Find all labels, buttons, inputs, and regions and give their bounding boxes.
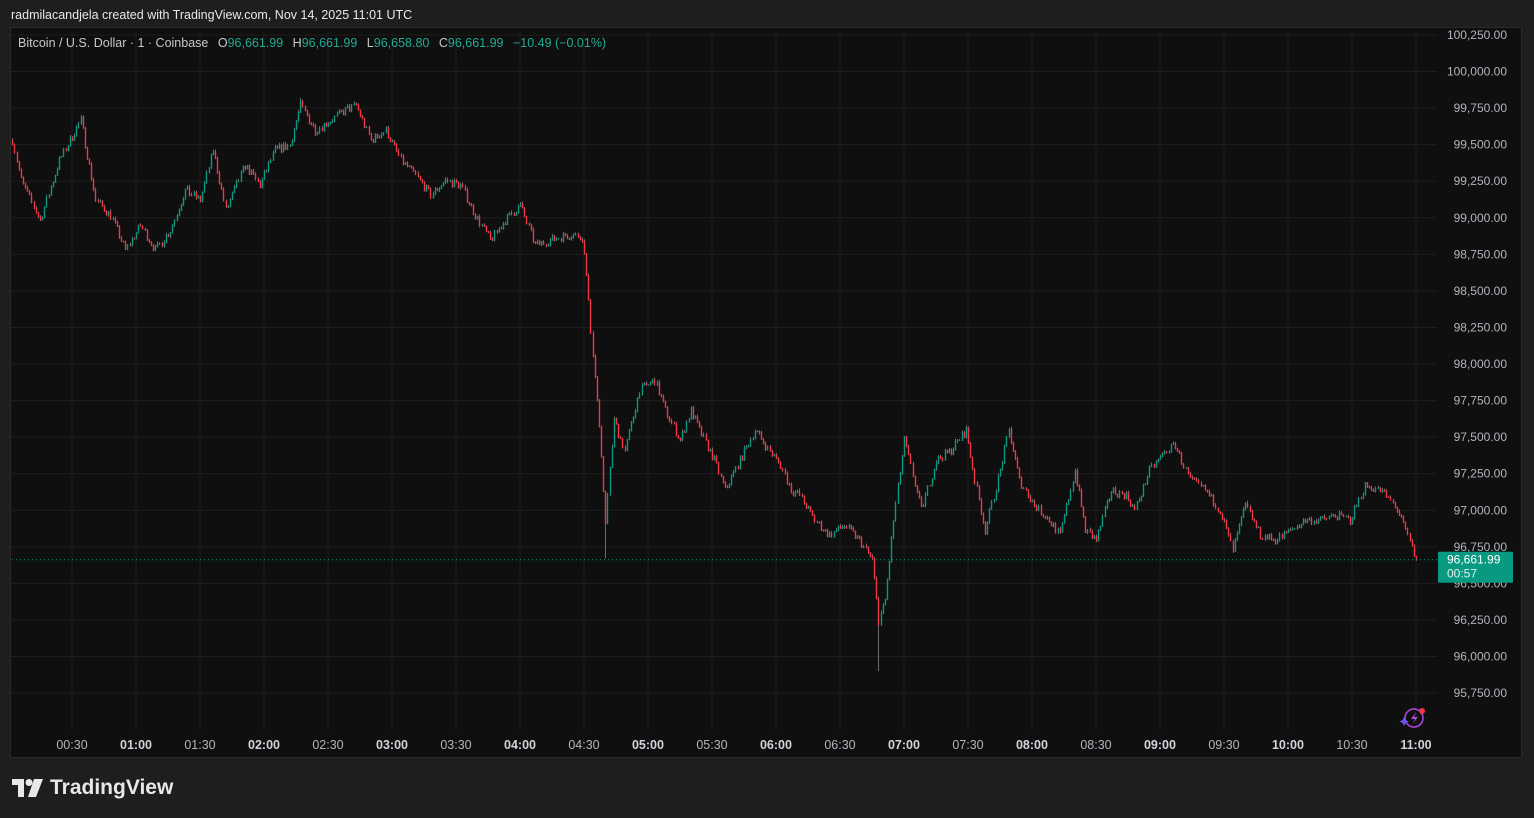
time-tick-label: 10:00 [1272,738,1304,752]
chart-caption: radmilacandjela created with TradingView… [11,8,413,22]
price-tick-label: 99,250.00 [1454,174,1508,188]
chart-legend: Bitcoin / U.S. Dollar · 1 · Coinbase O96… [18,36,606,50]
price-tick-label: 95,750.00 [1454,686,1508,700]
change-value: −10.49 (−0.01%) [512,36,607,50]
price-tick-label: 98,250.00 [1454,320,1508,334]
grid-lines [11,28,1437,730]
price-tick-label: 97,750.00 [1454,394,1508,408]
time-tick-label: 05:00 [632,738,664,752]
time-tick-label: 03:00 [376,738,408,752]
price-tick-label: 97,500.00 [1454,430,1508,444]
price-axis: 100,250.00 100,000.00 99,750.00 99,500.00 99… [1447,28,1507,700]
time-tick-label: 11:00 [1400,738,1431,752]
time-tick-label: 00:30 [56,738,87,752]
time-tick-label: 05:30 [696,738,727,752]
low-label: L [366,36,374,50]
last-price-label: 96,661.99 00:57 [1438,551,1513,583]
time-tick-label: 08:00 [1016,738,1048,752]
high-value: 96,661.99 [301,36,358,50]
open-value: 96,661.99 [227,36,284,50]
time-axis: 00:30 01:00 01:30 02:00 02:30 03:00 03:30 04:00… [56,738,1431,752]
time-tick-label: 10:30 [1336,738,1367,752]
time-tick-label: 07:00 [888,738,920,752]
price-tick-label: 100,250.00 [1447,28,1507,42]
tradingview-logo-icon [12,779,43,797]
price-tick-label: 99,500.00 [1454,138,1508,152]
time-tick-label: 03:30 [440,738,471,752]
price-tick-label: 98,000.00 [1454,357,1508,371]
open-label: O [217,36,228,50]
time-tick-label: 02:00 [248,738,280,752]
close-value: 96,661.99 [447,36,504,50]
price-tick-label: 97,000.00 [1454,503,1508,517]
time-tick-label: 09:30 [1208,738,1239,752]
symbol-name[interactable]: Bitcoin / U.S. Dollar · 1 · Coinbase [18,36,209,50]
time-tick-label: 09:00 [1144,738,1176,752]
candles [11,97,1418,672]
last-price-value: 96,661.99 [1447,553,1501,567]
time-tick-label: 02:30 [312,738,343,752]
countdown: 00:57 [1447,567,1477,581]
price-tick-label: 98,500.00 [1454,284,1508,298]
time-tick-label: 08:30 [1080,738,1111,752]
price-tick-label: 100,000.00 [1447,65,1507,79]
price-tick-label: 97,250.00 [1454,467,1508,481]
close-label: C [438,36,448,50]
tradingview-logo[interactable]: TradingView [12,776,173,800]
brand-name: TradingView [50,776,174,799]
low-value: 96,658.80 [373,36,430,50]
time-tick-label: 07:30 [952,738,983,752]
price-tick-label: 99,750.00 [1454,101,1508,115]
time-tick-label: 01:00 [120,738,152,752]
time-tick-label: 04:30 [568,738,599,752]
chart-pane[interactable] [10,27,1522,758]
price-tick-label: 99,000.00 [1454,211,1508,225]
time-tick-label: 06:30 [824,738,855,752]
time-tick-label: 06:00 [760,738,792,752]
price-tick-label: 96,000.00 [1454,650,1508,664]
price-tick-label: 98,750.00 [1454,247,1508,261]
high-label: H [292,36,302,50]
price-tick-label: 96,250.00 [1454,613,1508,627]
time-tick-label: 04:00 [504,738,536,752]
sparkle-lightning-icon[interactable] [1399,708,1426,728]
price-tick-label: 96,750.00 [1454,540,1508,554]
time-tick-label: 01:30 [184,738,215,752]
